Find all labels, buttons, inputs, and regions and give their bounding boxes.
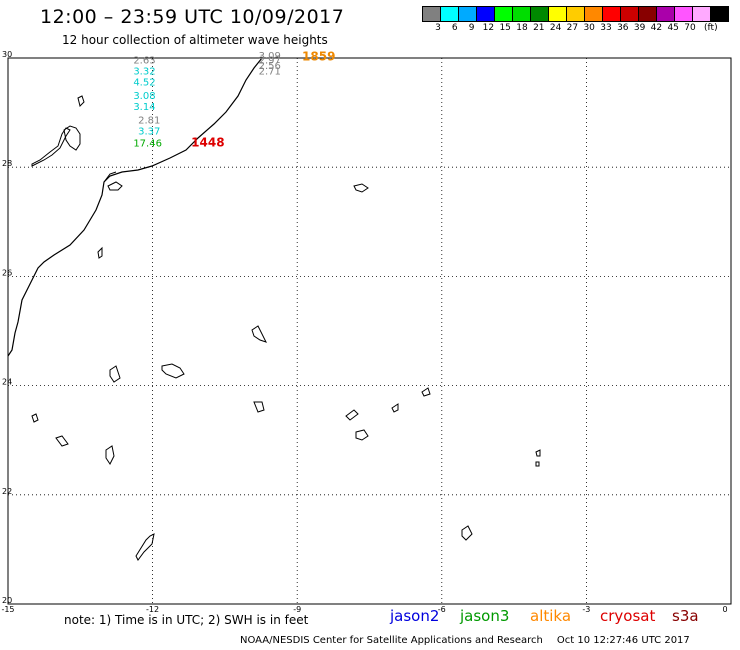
color-scale-label: 9	[468, 23, 475, 33]
color-scale-label: 24	[549, 23, 562, 33]
island	[97, 246, 103, 259]
lon-tick-label: 0	[722, 605, 727, 614]
pass-time-labels: 1448 1859	[191, 50, 335, 150]
map-frame	[7, 57, 732, 605]
legend-jason3: jason3	[460, 607, 510, 625]
island	[421, 387, 431, 397]
lat-tick-label: 20	[2, 596, 12, 605]
island	[535, 461, 540, 467]
wave-height-value: 3.32	[133, 66, 155, 77]
color-scale-label: 70	[684, 23, 696, 33]
islands	[31, 95, 541, 561]
island	[31, 413, 39, 423]
footer: NOAA/NESDIS Center for Satellite Applica…	[240, 635, 690, 646]
color-scale-label: 15	[499, 23, 511, 33]
color-scale-label: 6	[451, 23, 458, 33]
island	[251, 325, 267, 343]
color-scale-label: 3	[435, 23, 441, 33]
legend-jason2: jason2	[390, 607, 440, 625]
lon-tick-label: -9	[293, 605, 301, 614]
note-text: note: 1) Time is in UTC; 2) SWH is in fe…	[64, 613, 309, 627]
wave-height-value: 3.08	[133, 91, 155, 102]
color-scale-label: 39	[633, 23, 646, 33]
lon-tick-label: -6	[438, 605, 446, 614]
lon-tick-label: -12	[146, 605, 159, 614]
page-subtitle: 12 hour collection of altimeter wave hei…	[62, 33, 328, 47]
legend-cryosat: cryosat	[600, 607, 656, 625]
lat-tick-label: 22	[2, 487, 12, 496]
color-scale-label: 27	[566, 23, 579, 33]
color-scale-label: (ft)	[704, 23, 718, 33]
pass-time-label: 1448	[191, 135, 224, 149]
map-axis-labels: -15 -12 -9 -6 -3 0 30 28 26 24 22 20	[1, 50, 727, 614]
legend-s3a: s3a	[672, 607, 699, 625]
color-scale-labels: 3 6 9 12 15 18 21 24 27 30 33 36 39 42 45 70 (ft)	[422, 23, 740, 35]
wave-height-value: 17.46	[133, 138, 162, 149]
color-scale-label: 30	[583, 23, 595, 33]
island	[77, 95, 85, 107]
lon-tick-label: -3	[582, 605, 590, 614]
coastline-africa-detail	[103, 171, 117, 183]
wave-height-value: 2.71	[259, 66, 281, 77]
color-scale-label: 42	[650, 23, 663, 33]
island	[355, 429, 369, 441]
color-scale-swatch	[710, 6, 729, 22]
color-scale-label: 36	[617, 23, 629, 33]
wave-height-value: 3.14	[133, 102, 155, 113]
island	[107, 181, 123, 191]
island	[63, 125, 81, 151]
lat-tick-label: 28	[2, 159, 12, 168]
island	[135, 533, 155, 561]
legend-altika: altika	[530, 607, 572, 625]
map-grid	[8, 58, 731, 604]
color-scale-label: 12	[482, 23, 495, 33]
wave-height-value: 2.56	[259, 61, 281, 72]
footer-timestamp: Oct 10 12:27:46 UTC 2017	[556, 635, 690, 646]
wave-height-value: 3.37	[138, 126, 160, 137]
footer-source: NOAA/NESDIS Center for Satellite Applica…	[240, 635, 543, 646]
wave-height-color-scale	[422, 6, 729, 22]
lat-tick-label: 30	[2, 50, 12, 59]
wave-height-value: 3.09	[259, 51, 281, 62]
color-scale-label: 33	[600, 23, 612, 33]
island	[253, 401, 265, 413]
wave-height-value: 4.52	[133, 77, 155, 88]
island	[161, 363, 185, 379]
wave-height-value: 2.81	[138, 116, 160, 127]
island	[391, 403, 399, 413]
island	[345, 409, 359, 421]
color-scale-label: 45	[667, 23, 679, 33]
island	[461, 525, 473, 541]
island	[109, 365, 121, 383]
pass-time-label: 1859	[302, 50, 335, 64]
island	[55, 435, 69, 447]
island	[31, 127, 71, 167]
color-scale-label: 21	[533, 23, 545, 33]
island	[353, 183, 369, 193]
page-title: 12:00 – 23:59 UTC 10/09/2017	[40, 6, 345, 28]
island	[535, 449, 541, 457]
lat-tick-label: 26	[2, 268, 12, 277]
wave-height-value: 2.97	[259, 55, 281, 66]
island	[105, 445, 115, 465]
wave-height-value: 2.63	[133, 55, 155, 66]
color-scale-label: 18	[516, 23, 528, 33]
lat-tick-label: 24	[2, 378, 12, 387]
lon-tick-label: -15	[1, 605, 14, 614]
